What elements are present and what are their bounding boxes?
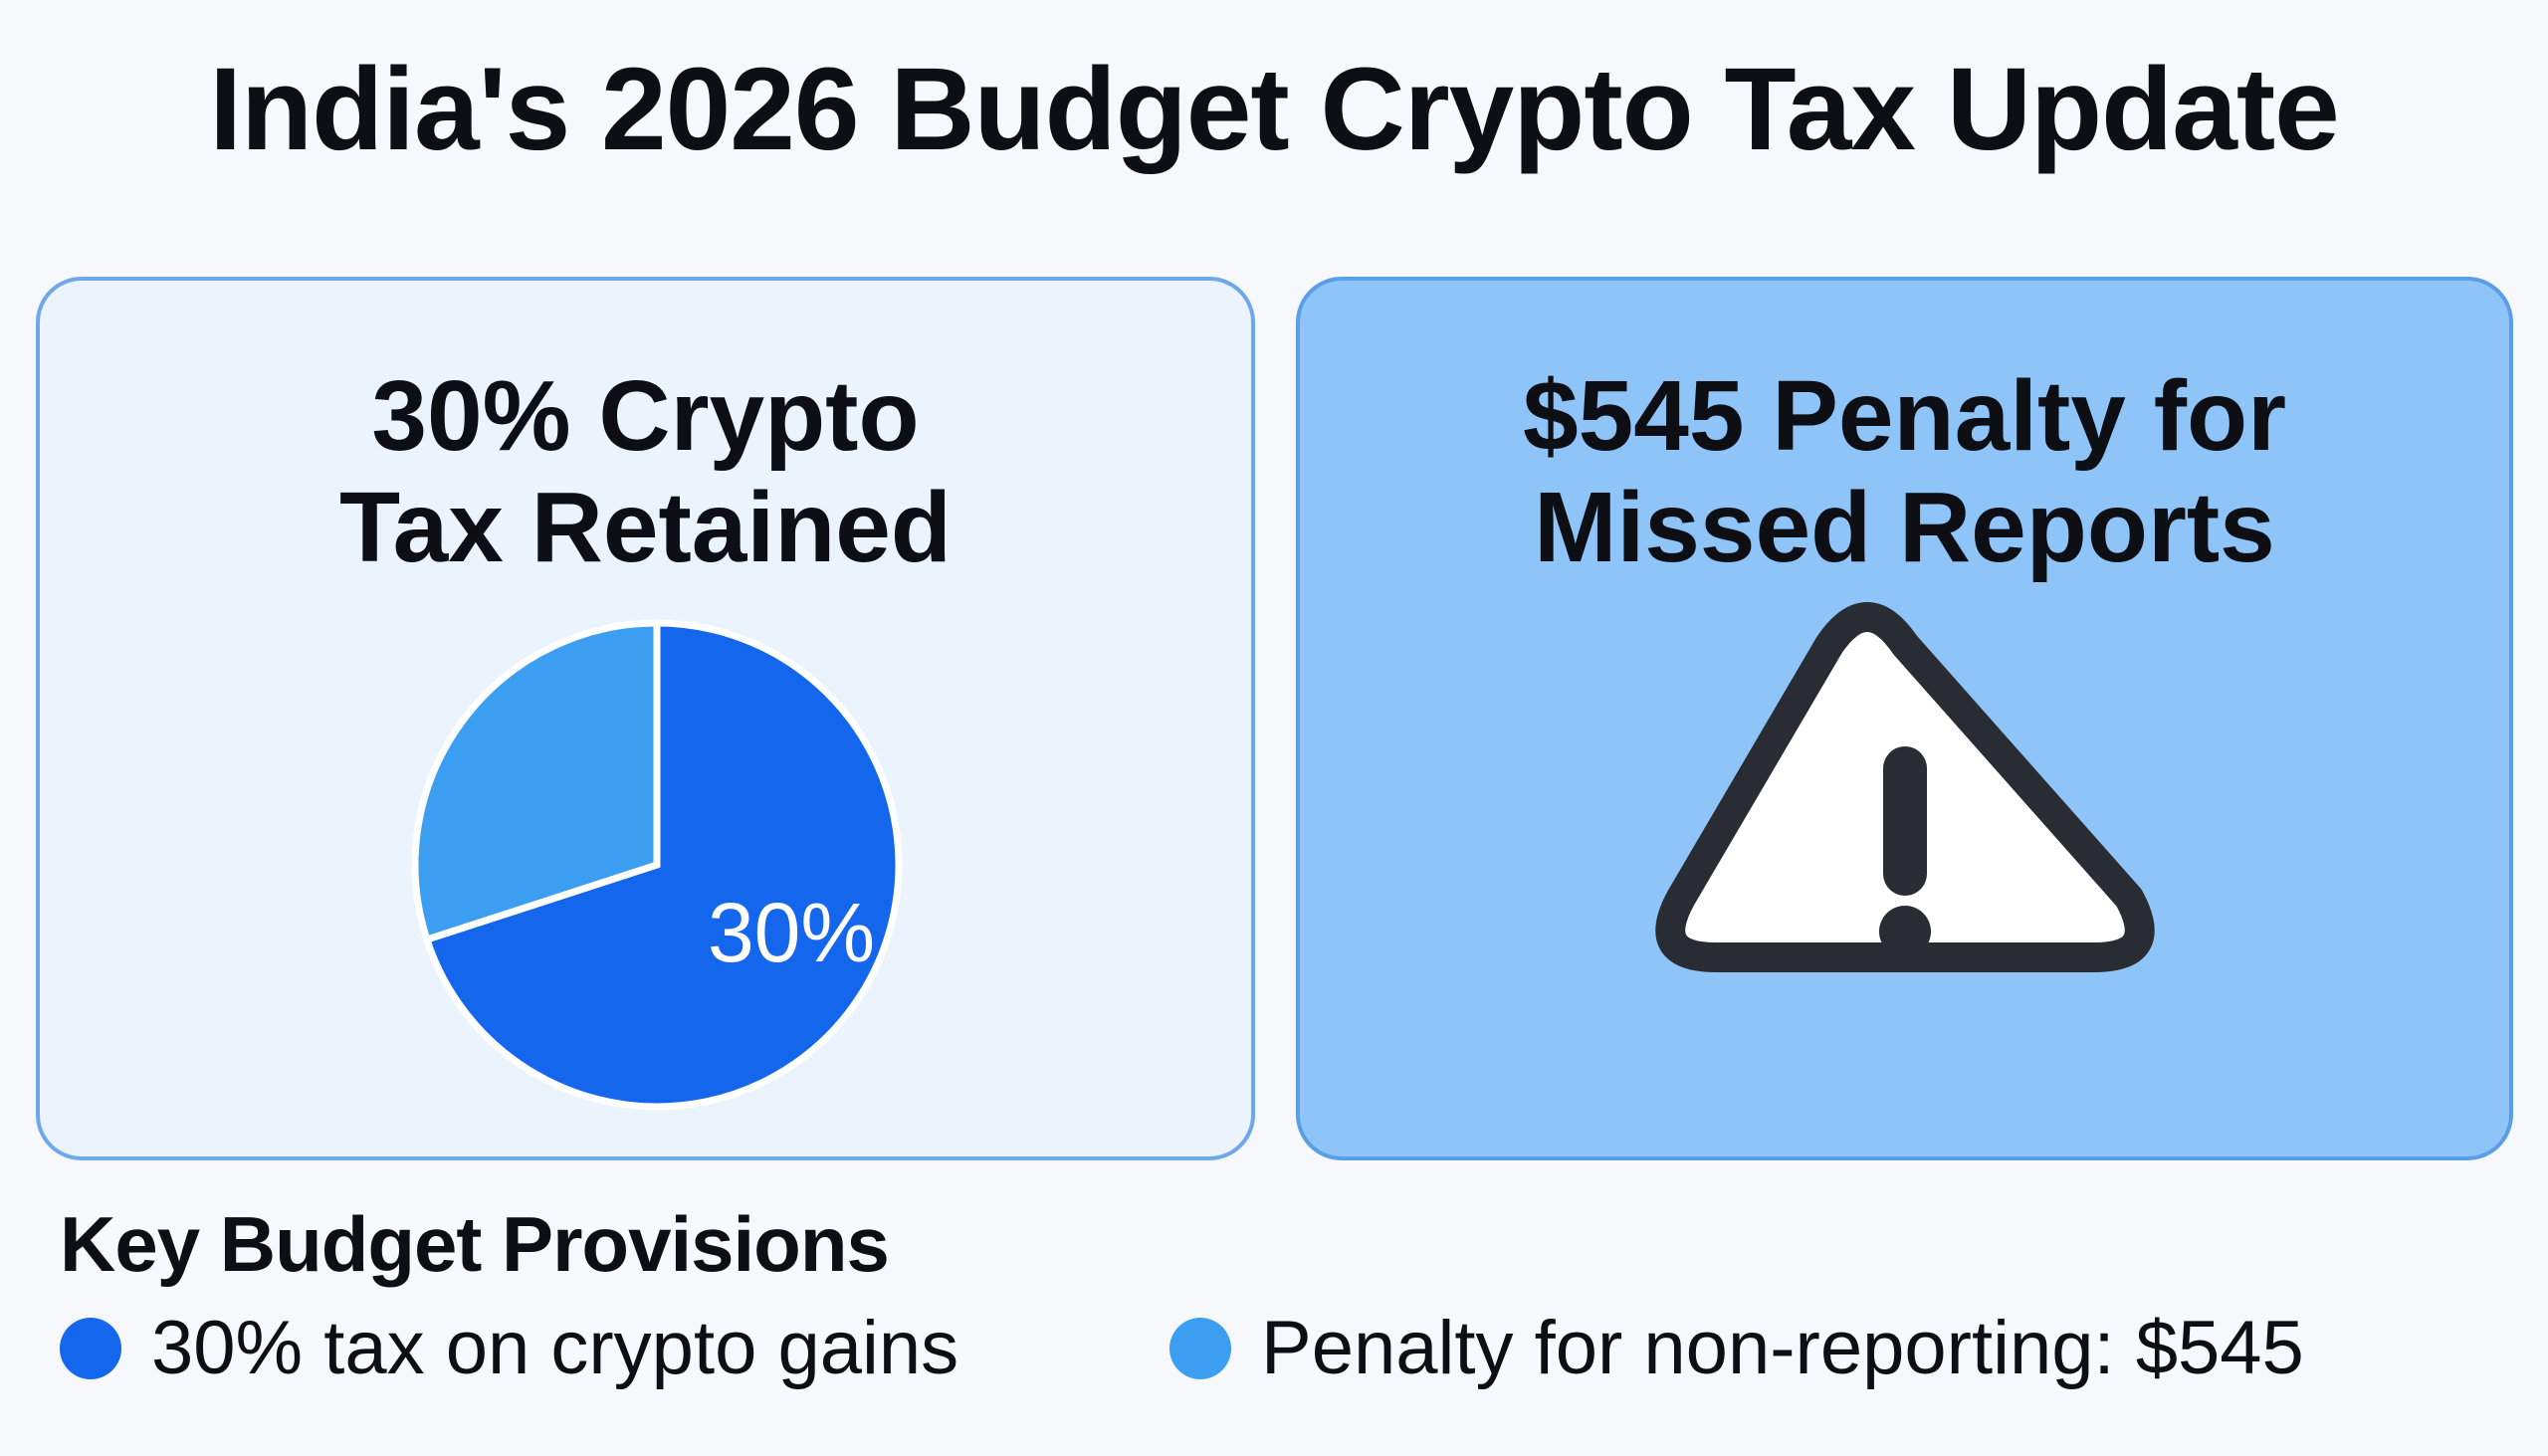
page-title: India's 2026 Budget Crypto Tax Update — [209, 44, 2340, 175]
warning-triangle-icon — [1655, 602, 2155, 972]
tax-card-heading: 30% Crypto Tax Retained — [40, 360, 1251, 583]
pie-data-label: 30% — [707, 886, 876, 979]
provisions-title: Key Budget Provisions — [60, 1200, 890, 1288]
provision-dot-tax — [60, 1318, 121, 1379]
provision-label-tax: 30% tax on crypto gains — [151, 1306, 959, 1390]
penalty-card: $545 Penalty for Missed Reports — [1296, 277, 2513, 1160]
penalty-card-heading-line1: $545 Penalty for — [1522, 360, 2287, 472]
warning-exclamation-dot — [1879, 906, 1931, 957]
tax-card: 30% Crypto Tax Retained 30% — [36, 277, 1255, 1160]
provision-label-penalty: Penalty for non-reporting: $545 — [1261, 1306, 2304, 1390]
penalty-card-heading: $545 Penalty for Missed Reports — [1300, 360, 2509, 583]
tax-pie-chart — [411, 619, 903, 1111]
pie-slice-0 — [422, 619, 903, 1111]
penalty-card-heading-line2: Missed Reports — [1534, 472, 2275, 583]
tax-card-heading-line1: 30% Crypto — [371, 360, 920, 472]
pie-slice-1 — [411, 619, 661, 944]
provision-item-tax: 30% tax on crypto gains — [60, 1294, 958, 1403]
provision-item-penalty: Penalty for non-reporting: $545 — [1169, 1294, 2304, 1403]
tax-card-heading-line2: Tax Retained — [339, 472, 952, 583]
provision-dot-penalty — [1169, 1318, 1231, 1379]
warning-exclamation-bar — [1883, 746, 1927, 896]
